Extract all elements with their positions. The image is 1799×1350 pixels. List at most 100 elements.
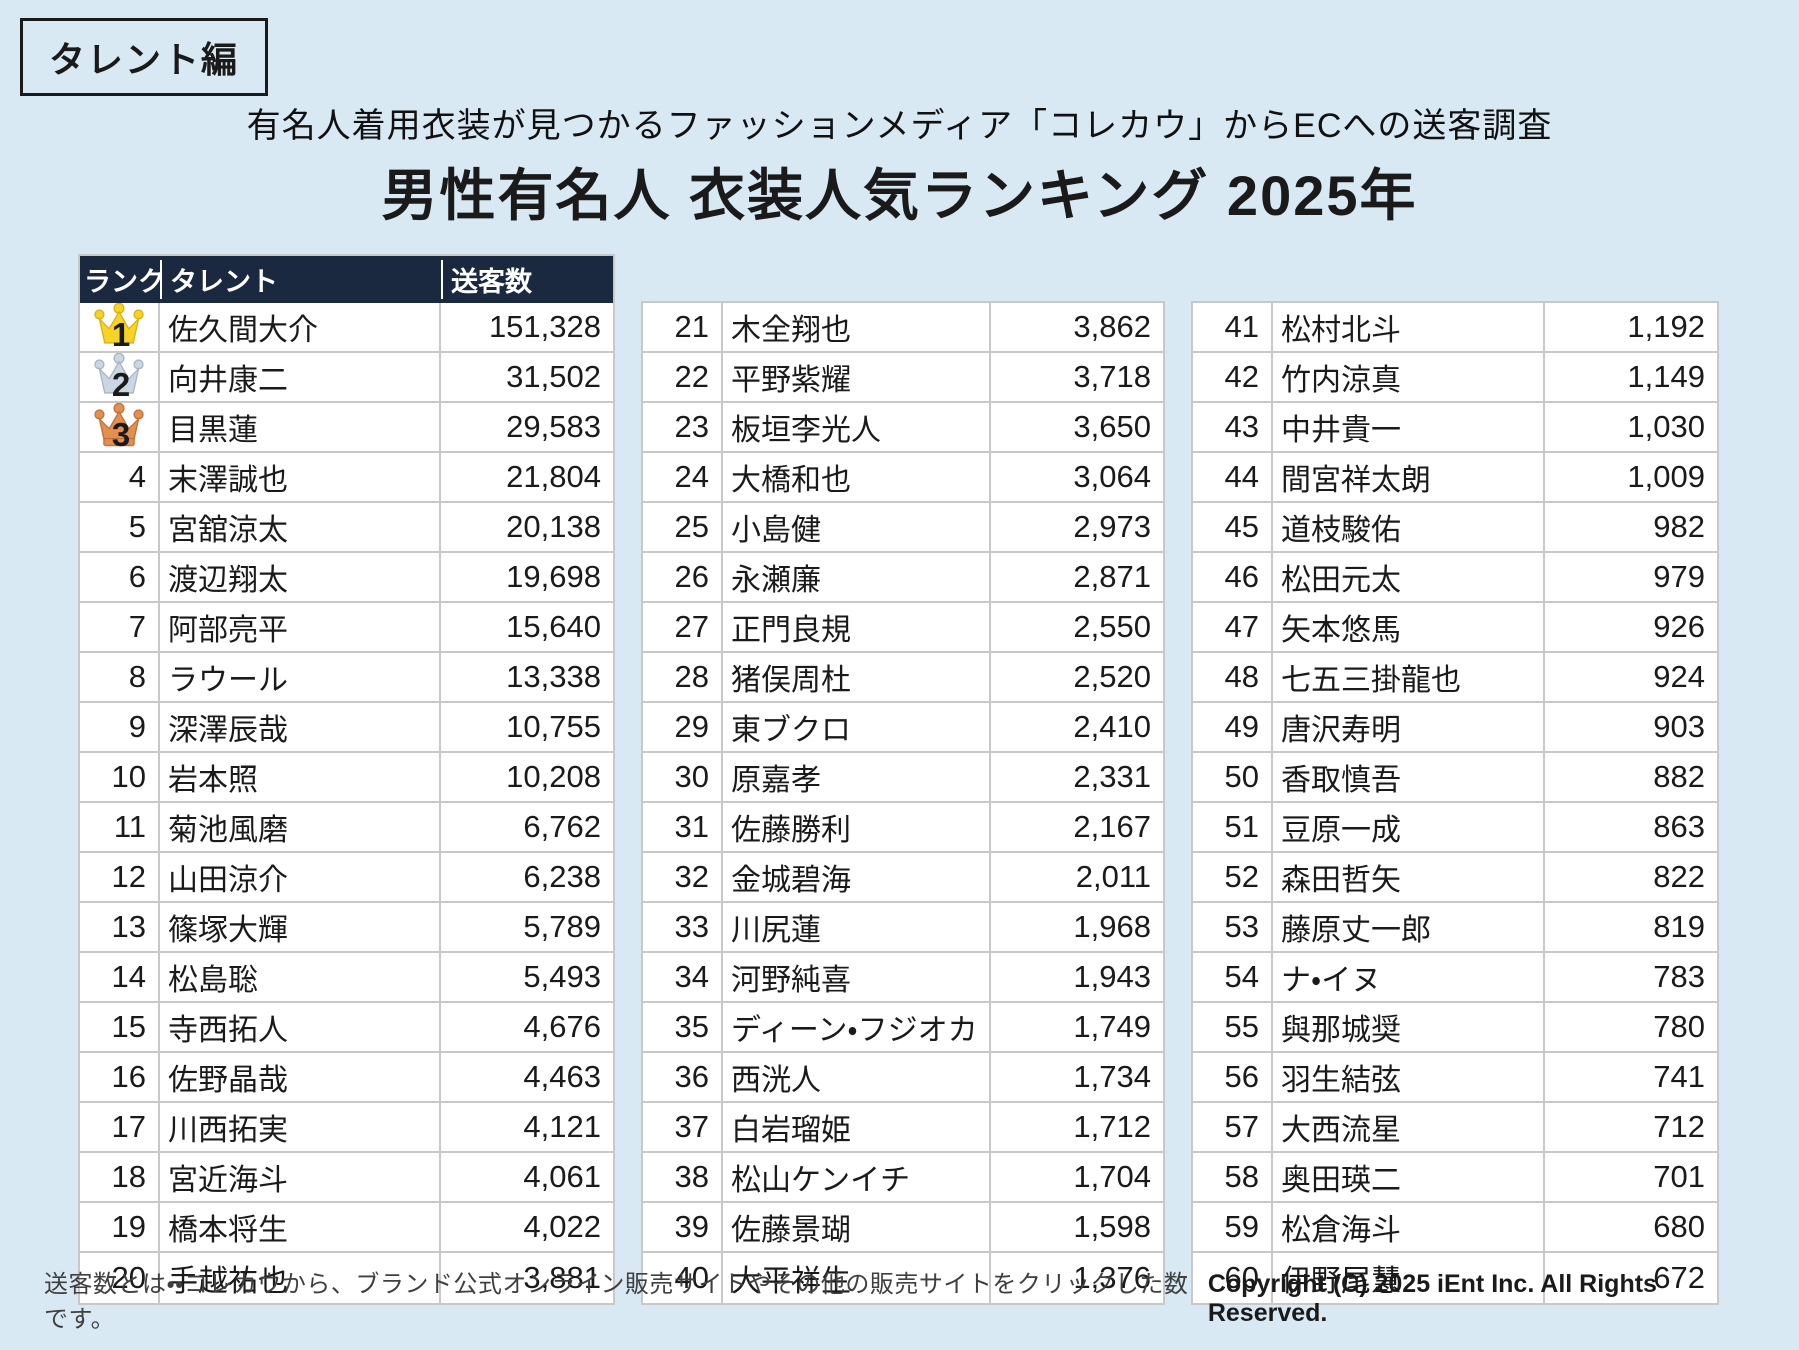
referral-count: 19,698 <box>506 559 601 594</box>
referral-count: 5,789 <box>523 909 601 944</box>
rank-number: 43 <box>1224 409 1259 444</box>
talent-name: 唐沢寿明 <box>1273 703 1545 751</box>
rank-number: 38 <box>674 1159 709 1194</box>
referral-count: 3,718 <box>1073 359 1151 394</box>
referral-count: 1,968 <box>1073 909 1151 944</box>
rank-cell: 52 <box>1193 853 1273 901</box>
table-row: 18 宮近海斗 4,061 <box>80 1153 613 1203</box>
rank-cell: 20 <box>80 1253 160 1303</box>
referral-count: 3,862 <box>1073 309 1151 344</box>
rank-cell: 41 <box>1193 303 1273 351</box>
table-row: 55 與那城奨 780 <box>1193 1003 1717 1053</box>
rank-cell: 10 <box>80 753 160 801</box>
talent-name: ラウール <box>160 653 441 701</box>
referral-count: 4,022 <box>523 1209 601 1244</box>
rank-cell: 25 <box>643 503 723 551</box>
rank-cell: 36 <box>643 1053 723 1101</box>
rank-cell: 49 <box>1193 703 1273 751</box>
talent-name: 奥田瑛二 <box>1273 1153 1545 1201</box>
table-row: 36 西洸人 1,734 <box>643 1053 1163 1103</box>
talent-name: 篠塚大輝 <box>160 903 441 951</box>
bronze-crown-icon <box>94 403 144 447</box>
referral-count: 1,734 <box>1073 1059 1151 1094</box>
table-row: 37 白岩瑠姫 1,712 <box>643 1103 1163 1153</box>
rank-cell: 22 <box>643 353 723 401</box>
talent-name: 渡辺翔太 <box>160 553 441 601</box>
table-row: 49 唐沢寿明 903 <box>1193 703 1717 753</box>
rank-cell: 54 <box>1193 953 1273 1001</box>
talent-name: 小島健 <box>723 503 991 551</box>
talent-name: 正門良規 <box>723 603 991 651</box>
rank-number: 45 <box>1224 509 1259 544</box>
table-row: 47 矢本悠馬 926 <box>1193 603 1717 653</box>
table-row: 27 正門良規 2,550 <box>643 603 1163 653</box>
talent-name: 目黒蓮 <box>160 403 441 451</box>
rank-cell: 39 <box>643 1203 723 1251</box>
talent-name: 金城碧海 <box>723 853 991 901</box>
rank-number: 30 <box>674 759 709 794</box>
rank-cell: 53 <box>1193 903 1273 951</box>
rank-cell: 24 <box>643 453 723 501</box>
talent-name: 宮近海斗 <box>160 1153 441 1201</box>
rank-number: 53 <box>1224 909 1259 944</box>
rank-cell: 17 <box>80 1103 160 1151</box>
table-row: 56 羽生結弦 741 <box>1193 1053 1717 1103</box>
referral-count: 31,502 <box>506 359 601 394</box>
referral-count: 13,338 <box>506 659 601 694</box>
referral-count: 4,463 <box>523 1059 601 1094</box>
referral-count: 3,064 <box>1073 459 1151 494</box>
talent-name: 川西拓実 <box>160 1103 441 1151</box>
rank-cell: 34 <box>643 953 723 1001</box>
talent-name: 矢本悠馬 <box>1273 603 1545 651</box>
talent-name: 橋本将生 <box>160 1203 441 1251</box>
rank-number: 13 <box>111 909 146 944</box>
talent-name: 佐藤勝利 <box>723 803 991 851</box>
talent-name: 松山ケンイチ <box>723 1153 991 1201</box>
referral-count: 1,149 <box>1627 359 1705 394</box>
referral-count: 2,331 <box>1073 759 1151 794</box>
rank-cell: 19 <box>80 1203 160 1251</box>
talent-name: 東ブクロ <box>723 703 991 751</box>
rank-cell: 30 <box>643 753 723 801</box>
rank-number: 34 <box>674 959 709 994</box>
table-row: 19 橋本将生 4,022 <box>80 1203 613 1253</box>
referral-count: 822 <box>1653 859 1705 894</box>
referral-count: 780 <box>1653 1009 1705 1044</box>
table-row: 5 宮舘涼太 20,138 <box>80 503 613 553</box>
rank-cell: 9 <box>80 703 160 751</box>
rank-number: 28 <box>674 659 709 694</box>
referral-count: 5,493 <box>523 959 601 994</box>
referral-count: 741 <box>1653 1059 1705 1094</box>
rank-number: 37 <box>674 1109 709 1144</box>
rank-cell: 51 <box>1193 803 1273 851</box>
rank-number: 4 <box>128 459 146 494</box>
table-row: 48 七五三掛龍也 924 <box>1193 653 1717 703</box>
referral-count: 2,011 <box>1075 859 1151 894</box>
rank-cell: 57 <box>1193 1103 1273 1151</box>
table-body-1-20: 1 佐久間大介 151,328 2 向井康二 31,502 3 目黒蓮 29,583 4 末澤誠也 2… <box>80 303 613 1303</box>
rank-number: 7 <box>128 609 146 644</box>
referral-count: 863 <box>1653 809 1705 844</box>
talent-name: 佐野晶哉 <box>160 1053 441 1101</box>
talent-name: 河野純喜 <box>723 953 991 1001</box>
table-row: 4 末澤誠也 21,804 <box>80 453 613 503</box>
referral-count: 982 <box>1653 509 1705 544</box>
table-row: 9 深澤辰哉 10,755 <box>80 703 613 753</box>
rank-number: 11 <box>113 809 146 844</box>
ranking-table-41-60: 41 松村北斗 1,192 42 竹内涼真 1,149 43 中井貴一 1,030 44 間宮祥太朗… <box>1191 301 1719 1305</box>
referral-count: 1,009 <box>1627 459 1705 494</box>
rank-cell: 1 <box>80 303 160 351</box>
rank-cell: 2 <box>80 353 160 401</box>
talent-name: 香取慎吾 <box>1273 753 1545 801</box>
referral-count: 1,376 <box>1073 1260 1151 1295</box>
rank-cell: 5 <box>80 503 160 551</box>
table-row: 35 ディーン・フジオカ 1,749 <box>643 1003 1163 1053</box>
rank-cell: 3 <box>80 403 160 451</box>
table-row: 16 佐野晶哉 4,463 <box>80 1053 613 1103</box>
table-row: 25 小島健 2,973 <box>643 503 1163 553</box>
referral-count: 1,030 <box>1627 409 1705 444</box>
rank-number: 39 <box>674 1209 709 1244</box>
talent-name: 佐藤景瑚 <box>723 1203 991 1251</box>
referral-count: 903 <box>1653 709 1705 744</box>
